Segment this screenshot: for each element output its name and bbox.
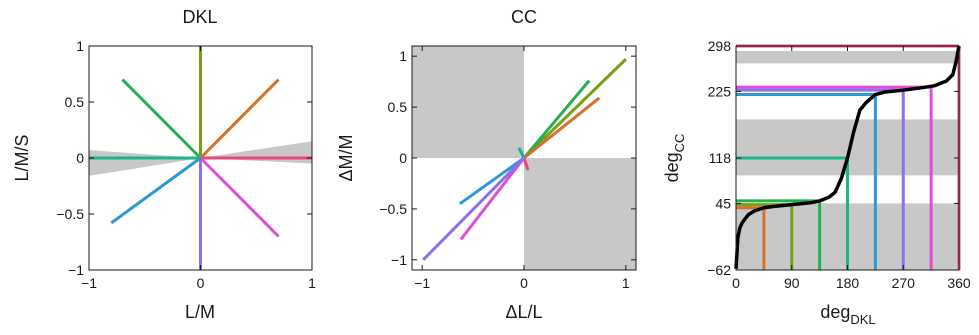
- series-line-green: [121, 78, 202, 160]
- gray-region: [89, 141, 312, 176]
- gray-band: [736, 50, 959, 64]
- y-tick-label: −1: [391, 252, 407, 268]
- cc-ticks: −1 0 1 −1 −0.5 0 0.5 1: [379, 46, 636, 291]
- dkl-ticks: −1 0 1 −1 −0.5 0 0.5 1: [56, 38, 316, 291]
- x-tick-label: 1: [622, 275, 630, 291]
- series-line-black: [734, 45, 961, 269]
- x-tick-label: 1: [308, 275, 316, 291]
- y-tick-label: 1: [76, 38, 84, 54]
- deg-gray-bands: [736, 50, 959, 270]
- series-line-magenta: [459, 157, 526, 241]
- x-tick-label: 270: [892, 275, 916, 291]
- dkl-panel: DKL −1 0 1 −1 −0.5 0 0.5 1 L/M L/M/S: [12, 7, 316, 322]
- x-tick-label: −1: [414, 275, 430, 291]
- cc-ylabel: ΔM/M: [336, 134, 356, 181]
- series-line-purple: [422, 156, 526, 261]
- y-tick-label: 118: [709, 150, 732, 166]
- dkl-gray-region: [89, 141, 312, 176]
- y-tick-label: 0.5: [65, 94, 85, 110]
- cc-series: [422, 58, 627, 261]
- y-tick-label: −0.5: [56, 206, 84, 222]
- x-tick-label: 180: [836, 275, 860, 291]
- cc-title: CC: [511, 7, 537, 27]
- y-tick-label: −62: [707, 262, 731, 278]
- x-tick-label: 90: [784, 275, 800, 291]
- dkl-xlabel: L/M: [185, 302, 215, 322]
- x-tick-label: 360: [947, 275, 971, 291]
- series-line-teal: [517, 147, 526, 159]
- cc-gray-regions: [412, 46, 636, 270]
- gray-quadrant: [524, 158, 636, 270]
- x-tick-label: 0: [520, 275, 528, 291]
- series-line-orange: [523, 96, 601, 160]
- y-tick-label: 298: [708, 38, 732, 54]
- y-tick-label: 45: [715, 195, 731, 211]
- deg-ticks: 0 90 180 270 360 −62 45 118 225 298: [707, 38, 971, 291]
- series-line-blue: [110, 156, 202, 225]
- dkl-ylabel: L/M/S: [12, 134, 32, 181]
- series-line-magenta: [199, 156, 280, 238]
- y-tick-label: 1: [399, 48, 407, 64]
- y-tick-label: 225: [708, 83, 732, 99]
- y-tick-label: 0.5: [388, 99, 408, 115]
- deg-xlabel: degDKL: [820, 302, 875, 327]
- y-tick-label: −0.5: [379, 201, 407, 217]
- series-line-orange: [199, 78, 280, 160]
- x-tick-label: −1: [81, 275, 97, 291]
- x-tick-label: 0: [732, 275, 740, 291]
- x-tick-label: 0: [197, 275, 205, 291]
- gray-quadrant: [412, 46, 524, 158]
- series-line-olive: [522, 58, 627, 160]
- cc-panel: CC −1 0 1 −1 −0.5 0 0.5 1 ΔL/L ΔM/M: [336, 7, 637, 322]
- y-tick-label: 0: [76, 150, 84, 166]
- deg-panel: 0 90 180 270 360 −62 45 118 225 298 degDKL degCC: [662, 38, 971, 327]
- deg-ylabel: degCC: [662, 134, 687, 183]
- series-line-green: [522, 79, 591, 159]
- dkl-title: DKL: [182, 7, 217, 27]
- series-line-pink: [522, 157, 530, 171]
- y-tick-label: 0: [399, 150, 407, 166]
- cc-xlabel: ΔL/L: [505, 302, 542, 322]
- series-line-blue: [458, 156, 525, 206]
- y-tick-label: −1: [68, 262, 84, 278]
- dkl-series: [89, 46, 312, 270]
